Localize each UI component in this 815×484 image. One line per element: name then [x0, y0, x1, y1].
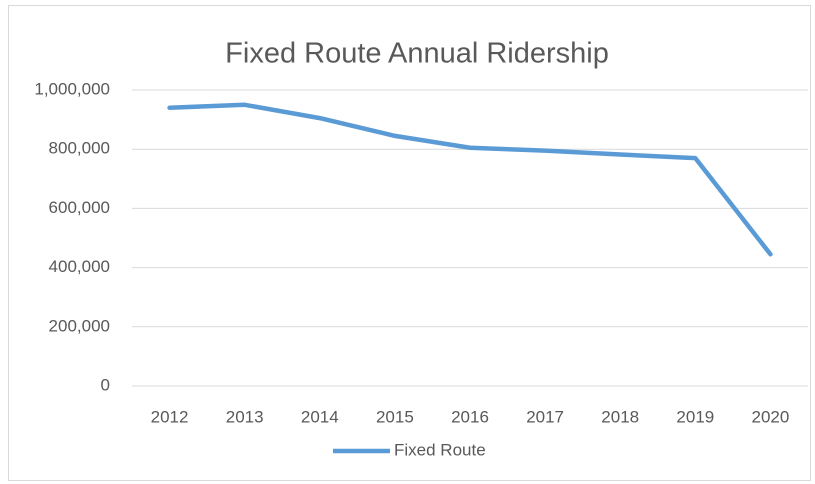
x-tick-label: 2016: [451, 407, 489, 426]
data-line: [167, 102, 773, 257]
x-tick-label: 2012: [151, 407, 189, 426]
y-tick-label: 0: [101, 375, 110, 394]
y-tick-label: 600,000: [49, 198, 110, 217]
x-tick-label: 2017: [526, 407, 564, 426]
y-tick-label: 400,000: [49, 257, 110, 276]
x-tick-label: 2014: [301, 407, 339, 426]
chart-border: [8, 5, 811, 481]
y-tick-label: 200,000: [49, 316, 110, 335]
x-tick-label: 2019: [676, 407, 714, 426]
x-tick-label: 2013: [226, 407, 264, 426]
y-tick-label: 1,000,000: [34, 79, 110, 98]
chart-title: Fixed Route Annual Ridership: [225, 38, 609, 70]
legend-label: Fixed Route: [394, 440, 486, 459]
y-tick-label: 800,000: [49, 139, 110, 158]
x-tick-label: 2018: [601, 407, 639, 426]
x-tick-label: 2015: [376, 407, 414, 426]
x-tick-label: 2020: [752, 407, 790, 426]
